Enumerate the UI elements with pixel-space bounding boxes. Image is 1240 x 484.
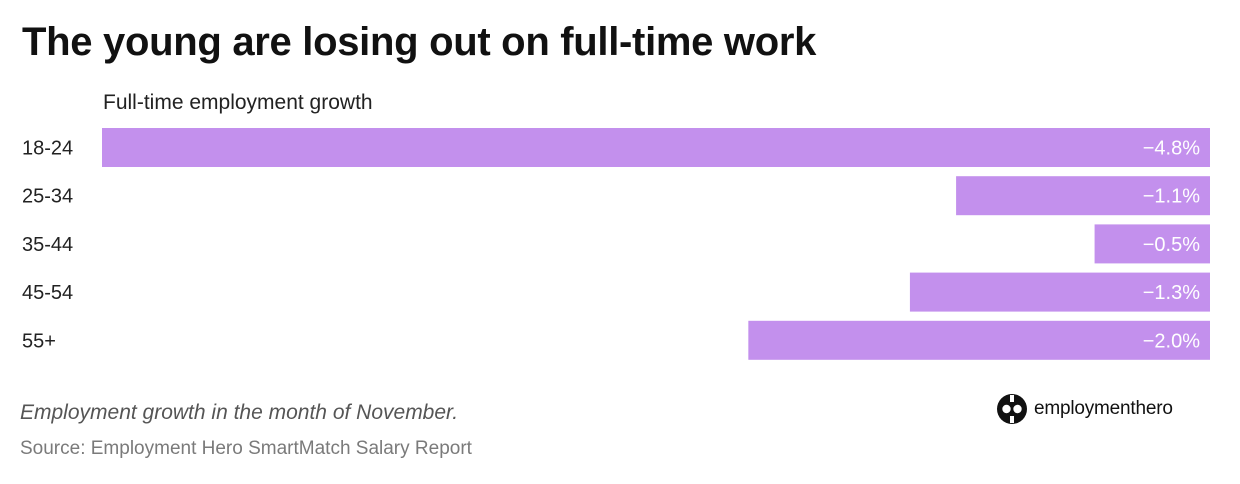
- chart-note: Employment growth in the month of Novemb…: [20, 401, 459, 424]
- bar-25-34: [956, 176, 1210, 216]
- category-label: 55+: [22, 330, 56, 352]
- chart-source: Source: Employment Hero SmartMatch Salar…: [20, 438, 472, 459]
- bar-45-54: [909, 272, 1210, 312]
- employment-hero-logo: employmenthero: [996, 393, 1173, 425]
- bar-35-44: [1094, 224, 1210, 264]
- bar-value-label: −4.8%: [1143, 138, 1200, 160]
- category-label: 35-44: [22, 234, 73, 256]
- bar-55+: [748, 320, 1210, 360]
- chart-subtitle: Full-time employment growth: [103, 91, 373, 114]
- bar-value-label: −0.5%: [1143, 234, 1200, 256]
- bar-18-24: [102, 128, 1210, 167]
- logo-text: employmenthero: [1034, 398, 1173, 419]
- category-label: 18-24: [22, 138, 73, 160]
- category-label: 25-34: [22, 186, 73, 208]
- bar-value-label: −1.1%: [1143, 186, 1200, 208]
- bar-value-label: −2.0%: [1143, 330, 1200, 352]
- bar-value-label: −1.3%: [1143, 282, 1200, 304]
- chart-title: The young are losing out on full-time wo…: [22, 20, 817, 64]
- employment-hero-logo-icon: [997, 394, 1027, 424]
- category-label: 45-54: [22, 282, 73, 304]
- bar-chart: 18-24 −4.8% 25-34 −1.1% 35-44 −0.5% 45-54 −1.3%…: [22, 128, 1210, 360]
